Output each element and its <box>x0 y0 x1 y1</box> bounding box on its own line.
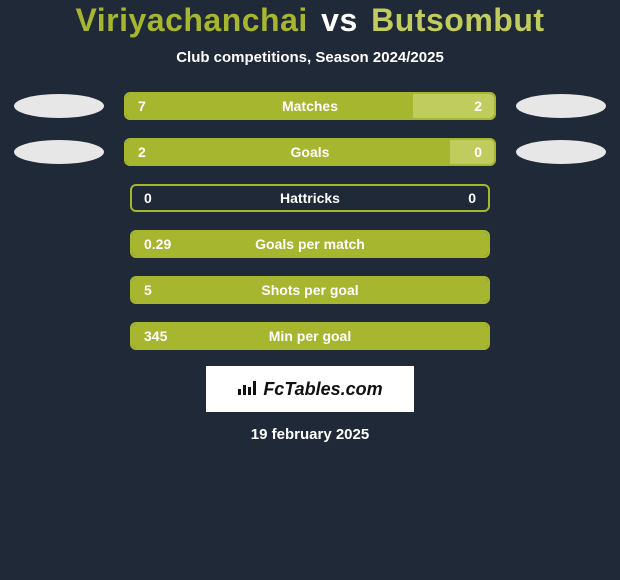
stat-bar: 345 Min per goal <box>130 322 490 350</box>
player2-badge <box>516 94 606 118</box>
stat-row: 5 Shots per goal <box>0 276 620 304</box>
stat-row: 0 0 Hattricks <box>0 184 620 212</box>
vs-text: vs <box>321 2 358 38</box>
player1-name: Viriyachanchai <box>75 2 307 38</box>
stat-label: Shots per goal <box>261 282 358 298</box>
stat-label: Hattricks <box>280 190 340 206</box>
stat-label: Goals <box>291 144 330 160</box>
stat-bar: 2 0 Goals <box>124 138 496 166</box>
bar-fill-right <box>450 140 494 164</box>
player1-badge <box>14 140 104 164</box>
value-left: 0.29 <box>144 236 171 252</box>
value-right: 2 <box>474 98 482 114</box>
value-right: 0 <box>468 190 476 206</box>
stat-bar: 0 0 Hattricks <box>130 184 490 212</box>
player2-badge <box>516 140 606 164</box>
player1-badge <box>14 94 104 118</box>
stat-bar: 7 2 Matches <box>124 92 496 120</box>
value-left: 2 <box>138 144 146 160</box>
stat-label: Min per goal <box>269 328 351 344</box>
stat-row: 2 0 Goals <box>0 138 620 166</box>
value-left: 7 <box>138 98 146 114</box>
value-left: 0 <box>144 190 152 206</box>
value-right: 0 <box>474 144 482 160</box>
date: 19 february 2025 <box>251 426 369 443</box>
stat-row: 345 Min per goal <box>0 322 620 350</box>
stat-rows: 7 2 Matches 2 0 Goals 0 0 Hattricks 0.29 Goals per… <box>0 92 620 350</box>
stat-label: Goals per match <box>255 236 365 252</box>
subtitle: Club competitions, Season 2024/2025 <box>176 49 444 66</box>
stat-bar: 0.29 Goals per match <box>130 230 490 258</box>
bar-fill-left <box>126 94 413 118</box>
stat-row: 7 2 Matches <box>0 92 620 120</box>
stat-bar: 5 Shots per goal <box>130 276 490 304</box>
stat-row: 0.29 Goals per match <box>0 230 620 258</box>
title: Viriyachanchai vs Butsombut <box>75 2 544 39</box>
source-name: FcTables.com <box>263 379 382 400</box>
chart-icon <box>237 379 257 400</box>
player2-name: Butsombut <box>371 2 544 38</box>
source-logo: FcTables.com <box>206 366 414 412</box>
stat-label: Matches <box>282 98 338 114</box>
value-left: 345 <box>144 328 167 344</box>
comparison-infographic: Viriyachanchai vs Butsombut Club competi… <box>0 0 620 580</box>
value-left: 5 <box>144 282 152 298</box>
